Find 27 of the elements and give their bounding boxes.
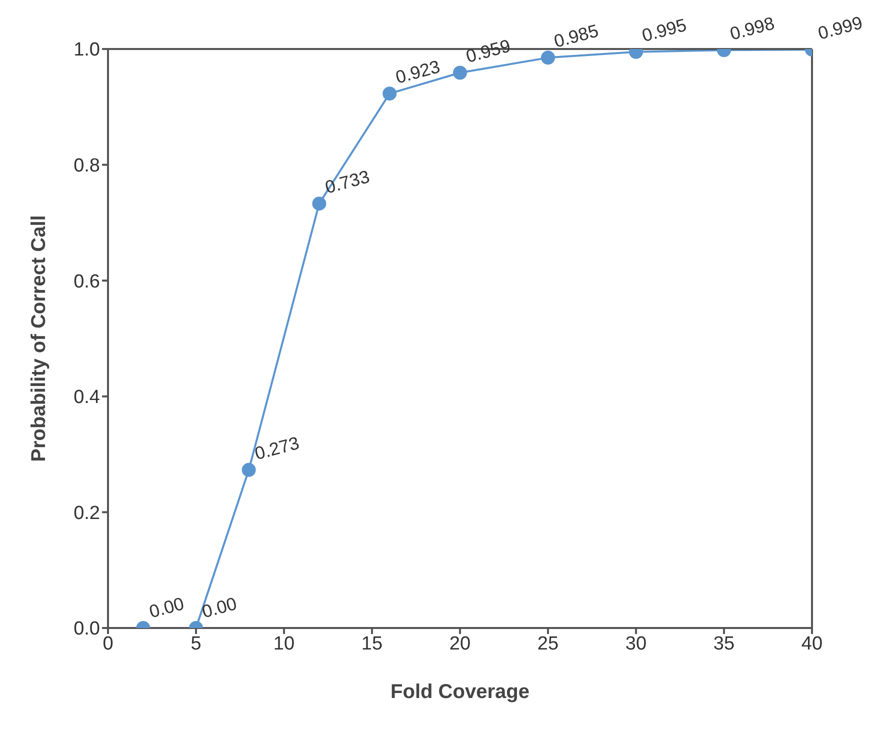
data-label: 0.999 xyxy=(816,12,865,44)
x-tick-label: 5 xyxy=(190,633,202,654)
x-tick-label: 35 xyxy=(713,633,735,654)
x-tick-label: 15 xyxy=(361,633,383,654)
data-label: 0.00 xyxy=(200,593,239,622)
data-label: 0.985 xyxy=(552,20,601,52)
y-axis-title: Probability of Correct Call xyxy=(28,215,50,462)
data-label: 0.733 xyxy=(323,166,372,198)
y-tick-label: 0.0 xyxy=(74,618,100,640)
x-tick-label: 20 xyxy=(449,633,471,654)
y-tick-label: 0.6 xyxy=(74,271,100,292)
x-tick-label: 30 xyxy=(625,633,647,654)
x-axis-title: Fold Coverage xyxy=(390,681,530,703)
x-tick-label: 25 xyxy=(537,633,559,654)
y-tick-label: 1.0 xyxy=(74,40,100,61)
y-tick-label: 0.8 xyxy=(74,156,100,177)
y-tick-label: 0.4 xyxy=(74,387,100,408)
x-tick-label: 40 xyxy=(801,633,823,654)
data-label: 0.923 xyxy=(393,56,442,88)
x-tick-label: 10 xyxy=(273,633,295,654)
data-label: 0.998 xyxy=(728,13,777,44)
data-label: 0.995 xyxy=(640,14,689,46)
y-tick-label: 0.2 xyxy=(74,502,100,524)
data-label: 0.959 xyxy=(464,36,513,67)
x-tick-label: 0 xyxy=(102,633,114,654)
data-label: 0.273 xyxy=(252,432,302,464)
data-label: 0.00 xyxy=(147,593,186,622)
